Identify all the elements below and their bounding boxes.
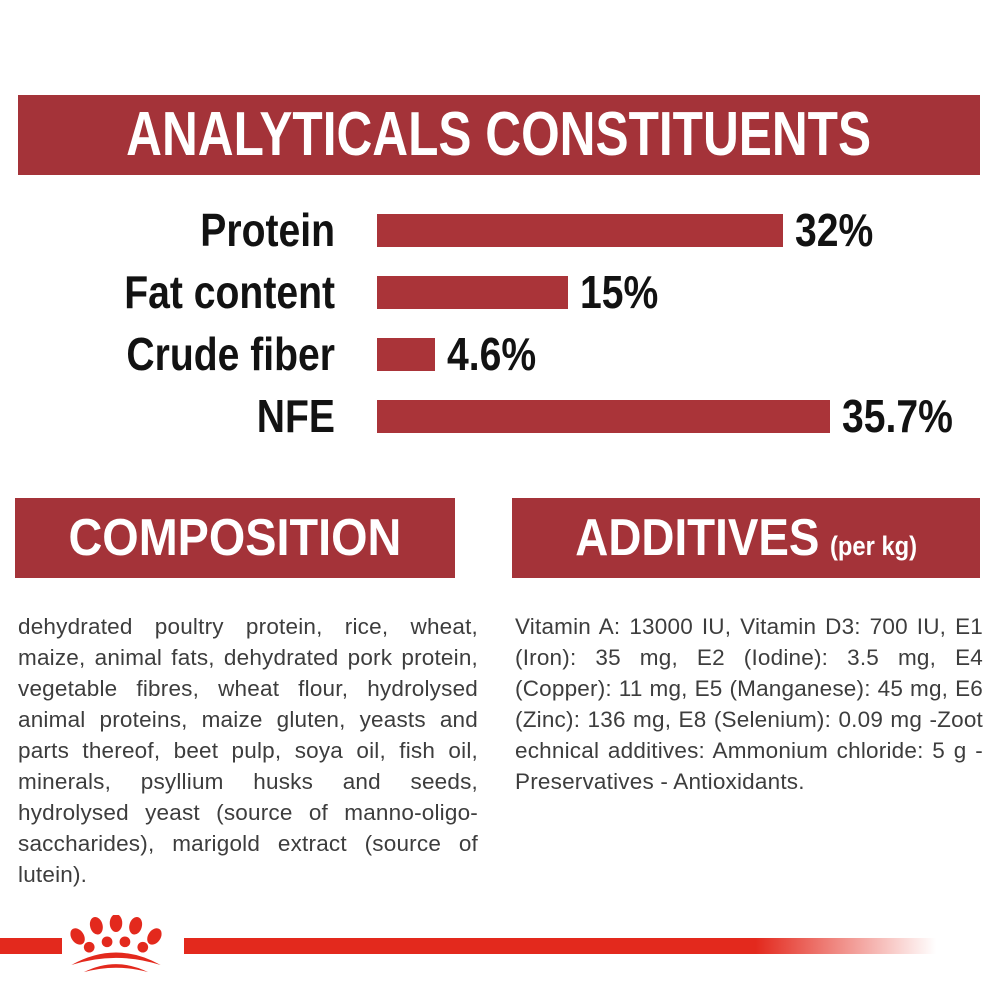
- protein-label: Protein: [200, 204, 335, 256]
- analyticals-header-title: ANALYTICALS CONSTITUENTS: [126, 100, 872, 169]
- nfe-label: NFE: [256, 390, 335, 442]
- chart-row-nfe: NFE 35.7%: [0, 393, 972, 439]
- chart-row-fat-content: Fat content 15%: [0, 269, 672, 315]
- additives-text: Vitamin A: 13000 IU, Vitamin D3: 700 IU,…: [515, 613, 983, 794]
- footer-red-band-right: [184, 938, 936, 954]
- footer-red-band-left: [0, 938, 62, 954]
- crude-fiber-value: 4.6%: [447, 328, 537, 380]
- fat-content-value: 15%: [580, 266, 659, 318]
- composition-header-banner: COMPOSITION: [15, 498, 455, 578]
- protein-value: 32%: [795, 204, 874, 256]
- analyticals-header-banner: ANALYTICALS CONSTITUENTS: [18, 95, 980, 175]
- protein-bar: [377, 213, 783, 247]
- royal-canin-crown-logo: [70, 915, 162, 973]
- composition-text: dehydrated poultry protein, rice, wheat,…: [18, 613, 478, 887]
- chart-row-crude-fiber: Crude fiber 4.6%: [0, 331, 552, 377]
- additives-subtitle: (per kg): [829, 531, 917, 561]
- fat-content-label: Fat content: [124, 266, 335, 318]
- additives-title-group: ADDITIVES (per kg): [575, 512, 917, 564]
- crude-fiber-label: Crude fiber: [126, 328, 336, 380]
- nfe-bar: [377, 399, 830, 433]
- fat-content-bar: [377, 275, 568, 309]
- additives-title: ADDITIVES: [575, 509, 820, 567]
- nfe-value: 35.7%: [842, 390, 953, 442]
- additives-header-banner: ADDITIVES (per kg): [512, 498, 980, 578]
- composition-title: COMPOSITION: [68, 509, 402, 567]
- chart-row-protein: Protein 32%: [0, 207, 887, 253]
- crude-fiber-bar: [377, 337, 435, 371]
